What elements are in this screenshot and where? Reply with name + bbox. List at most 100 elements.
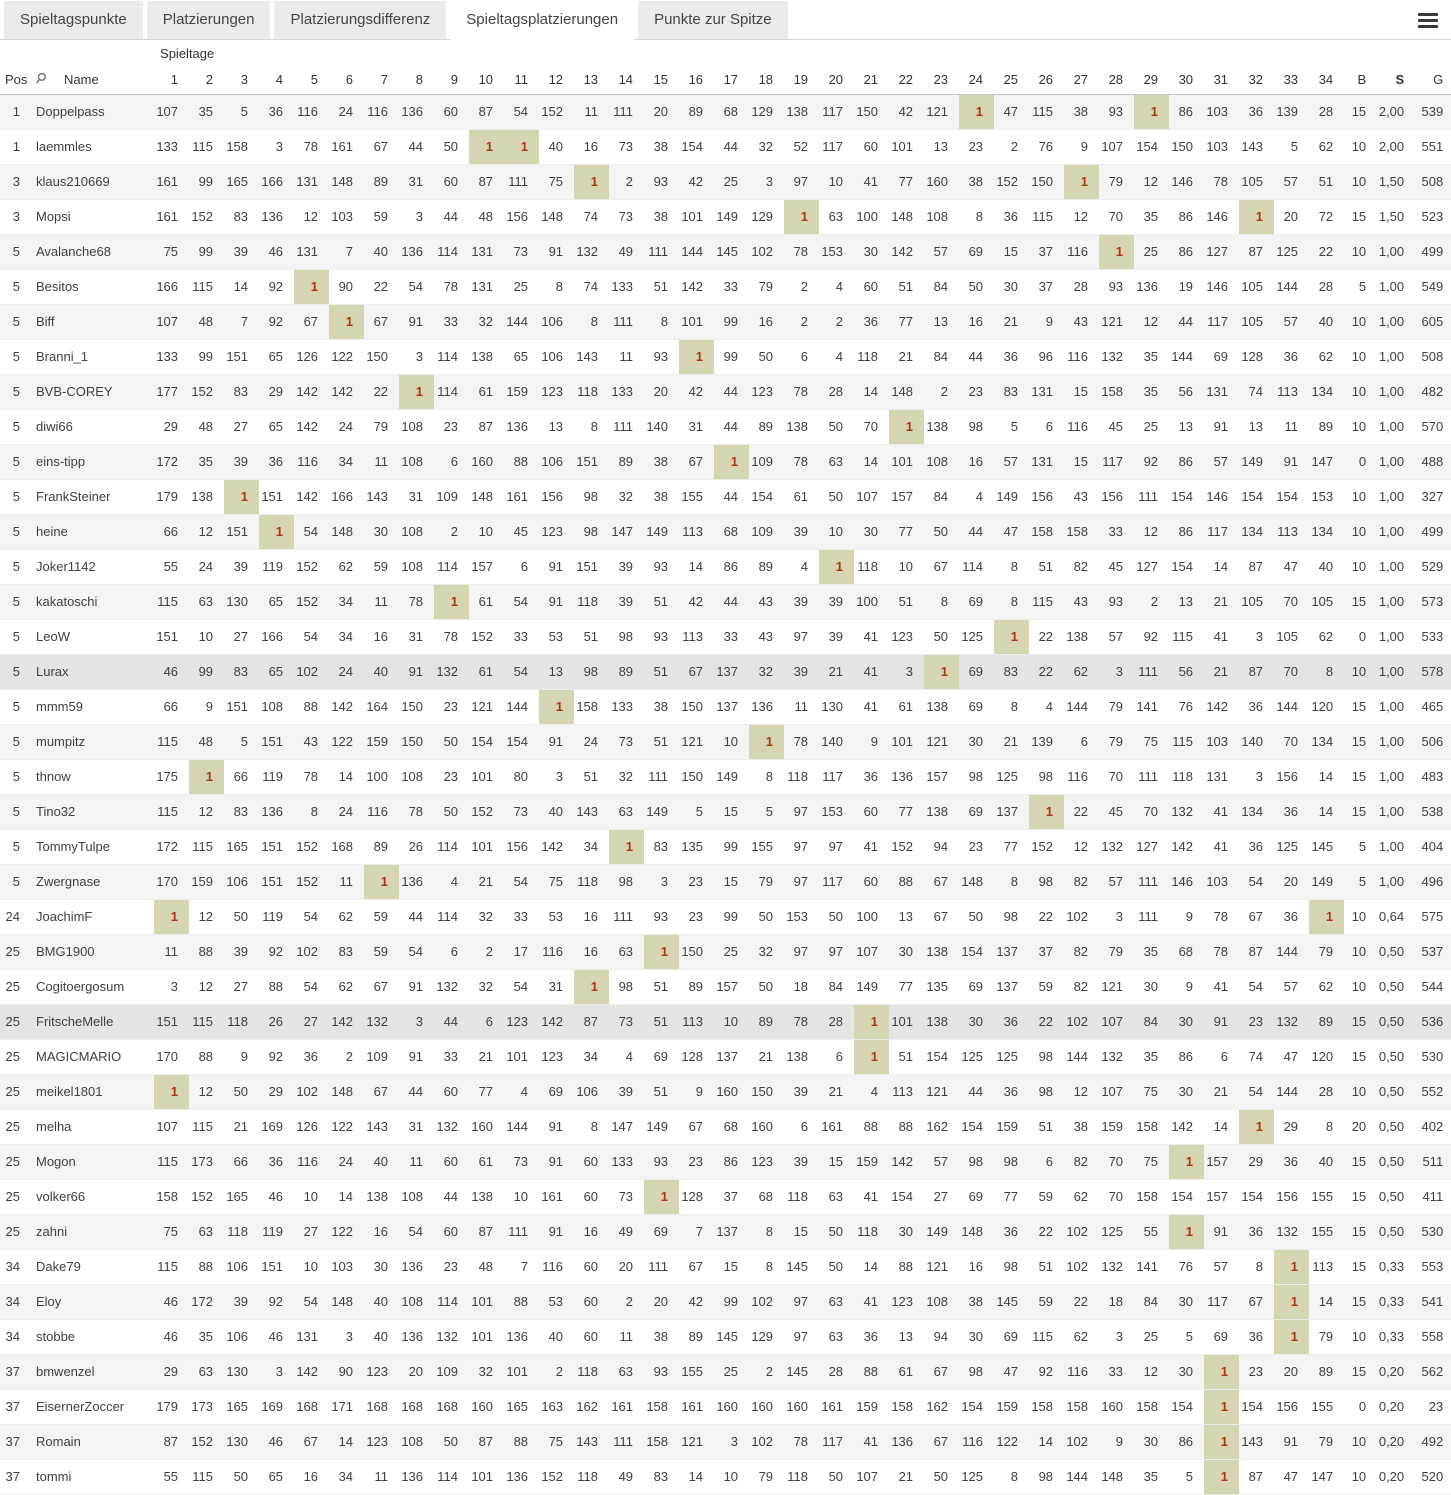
col-header-day-5[interactable]: 5 — [294, 66, 330, 95]
player-name[interactable]: kakatoschi — [36, 593, 98, 609]
player-name[interactable]: eins-tipp — [36, 453, 86, 469]
col-header-day-30[interactable]: 30 — [1169, 66, 1205, 95]
player-name[interactable]: Tino32 — [36, 803, 76, 819]
player-name[interactable]: volker66 — [36, 1188, 86, 1204]
player-name[interactable]: klaus210669 — [36, 173, 110, 189]
col-header-day-33[interactable]: 33 — [1274, 66, 1310, 95]
tab-platzierungsdifferenz[interactable]: Platzierungsdifferenz — [274, 1, 447, 39]
tab-spieltagsplatzierungen[interactable]: Spieltagsplatzierungen — [450, 1, 635, 39]
col-header-day-29[interactable]: 29 — [1134, 66, 1170, 95]
col-header-day-6[interactable]: 6 — [329, 66, 365, 95]
col-header-bonus[interactable]: B — [1344, 66, 1378, 95]
col-header-day-2[interactable]: 2 — [189, 66, 225, 95]
day-cell: 40 — [1318, 1153, 1334, 1169]
col-header-day-34[interactable]: 34 — [1309, 66, 1345, 95]
col-header-day-28[interactable]: 28 — [1099, 66, 1135, 95]
player-name[interactable]: JoachimF — [36, 908, 93, 924]
col-header-day-23[interactable]: 23 — [924, 66, 960, 95]
tab-platzierungen[interactable]: Platzierungen — [146, 1, 271, 39]
col-header-day-4[interactable]: 4 — [259, 66, 295, 95]
col-header-day-26[interactable]: 26 — [1029, 66, 1065, 95]
day-cell: 65 — [268, 1468, 284, 1484]
day-cell: 1 — [1274, 1284, 1310, 1319]
player-name[interactable]: EisernerZoccer — [36, 1398, 125, 1414]
player-name[interactable]: MAGICMARIO — [36, 1048, 122, 1064]
col-header-day-11[interactable]: 11 — [504, 66, 540, 95]
pos-cell: 5 — [12, 348, 20, 364]
col-header-day-14[interactable]: 14 — [609, 66, 645, 95]
day-cell: 126 — [296, 348, 319, 364]
player-name[interactable]: Avalanche68 — [36, 243, 111, 259]
col-header-day-13[interactable]: 13 — [574, 66, 610, 95]
player-name[interactable]: Dake79 — [36, 1258, 81, 1274]
day-cell: 89 — [618, 453, 634, 469]
col-header-day-18[interactable]: 18 — [749, 66, 785, 95]
player-name[interactable]: heine — [36, 523, 68, 539]
col-header-day-31[interactable]: 31 — [1204, 66, 1240, 95]
col-header-day-19[interactable]: 19 — [784, 66, 820, 95]
col-header-day-1[interactable]: 1 — [154, 66, 190, 95]
col-header-s[interactable]: S — [1377, 66, 1416, 95]
col-header-day-24[interactable]: 24 — [959, 66, 995, 95]
player-name[interactable]: Besitos — [36, 278, 79, 294]
player-name[interactable]: Biff — [36, 313, 55, 329]
day-cell: 88 — [898, 873, 914, 889]
col-header-day-9[interactable]: 9 — [434, 66, 470, 95]
player-name[interactable]: BVB-COREY — [36, 383, 113, 399]
day-cell: 162 — [926, 1398, 949, 1414]
col-header-day-17[interactable]: 17 — [714, 66, 750, 95]
player-name[interactable]: Mogon — [36, 1153, 76, 1169]
col-header-day-15[interactable]: 15 — [644, 66, 680, 95]
player-name[interactable]: stobbe — [36, 1328, 76, 1344]
col-header-day-22[interactable]: 22 — [889, 66, 925, 95]
col-header-day-20[interactable]: 20 — [819, 66, 855, 95]
col-header-day-27[interactable]: 27 — [1064, 66, 1100, 95]
search-icon[interactable] — [35, 72, 48, 85]
player-name[interactable]: bmwenzel — [36, 1363, 95, 1379]
col-header-day-12[interactable]: 12 — [539, 66, 575, 95]
player-name[interactable]: tommi — [36, 1468, 72, 1484]
player-name[interactable]: Mopsi — [36, 208, 71, 224]
menu-icon[interactable] — [1418, 13, 1438, 31]
player-name[interactable]: laemmles — [36, 138, 92, 154]
player-name[interactable]: mmm59 — [36, 698, 83, 714]
day-cell: 127 — [1136, 558, 1159, 574]
search-cell[interactable] — [28, 66, 54, 95]
player-name[interactable]: BMG1900 — [36, 943, 95, 959]
day-cell: 10 — [303, 1258, 319, 1274]
player-name[interactable]: LeoW — [36, 628, 70, 644]
tab-punkte-zur-spitze[interactable]: Punkte zur Spitze — [638, 1, 788, 39]
day-cell: 150 — [1031, 173, 1054, 189]
player-name[interactable]: Branni_1 — [36, 348, 89, 364]
player-name[interactable]: mumpitz — [36, 733, 86, 749]
player-name[interactable]: FrankSteiner — [36, 488, 111, 504]
col-header-g[interactable]: G — [1415, 66, 1451, 95]
player-name[interactable]: TommyTulpe — [36, 838, 110, 854]
col-header-day-25[interactable]: 25 — [994, 66, 1030, 95]
col-header-day-8[interactable]: 8 — [399, 66, 435, 95]
player-name[interactable]: Zwergnase — [36, 873, 101, 889]
table-row: 25 Mogon 115 173 66 36 116 24 40 11 60 61 73 91 60 133 9… — [0, 1144, 1451, 1179]
player-name[interactable]: Eloy — [36, 1293, 62, 1309]
player-name[interactable]: Joker1142 — [36, 558, 96, 574]
day-cell: 89 — [373, 838, 389, 854]
col-header-day-10[interactable]: 10 — [469, 66, 505, 95]
player-name[interactable]: Romain — [36, 1433, 81, 1449]
col-header-day-32[interactable]: 32 — [1239, 66, 1275, 95]
player-name[interactable]: FritscheMelle — [36, 1013, 114, 1029]
tab-spieltagspunkte[interactable]: Spieltagspunkte — [4, 1, 143, 39]
col-header-day-16[interactable]: 16 — [679, 66, 715, 95]
col-header-day-21[interactable]: 21 — [854, 66, 890, 95]
table-row: 25 MAGICMARIO 170 88 9 92 36 2 109 91 33 21 101 123 34… — [0, 1039, 1451, 1074]
day-cell: 3 — [555, 768, 564, 784]
player-name[interactable]: Doppelpass — [36, 103, 105, 119]
player-name[interactable]: zahni — [36, 1223, 68, 1239]
col-header-day-7[interactable]: 7 — [364, 66, 400, 95]
col-header-day-3[interactable]: 3 — [224, 66, 260, 95]
player-name[interactable]: thnow — [36, 768, 71, 784]
player-name[interactable]: Cogitoergosum — [36, 978, 125, 994]
player-name[interactable]: Lurax — [36, 663, 69, 679]
player-name[interactable]: diwi66 — [36, 418, 73, 434]
player-name[interactable]: meikel1801 — [36, 1083, 103, 1099]
player-name[interactable]: melha — [36, 1118, 72, 1134]
